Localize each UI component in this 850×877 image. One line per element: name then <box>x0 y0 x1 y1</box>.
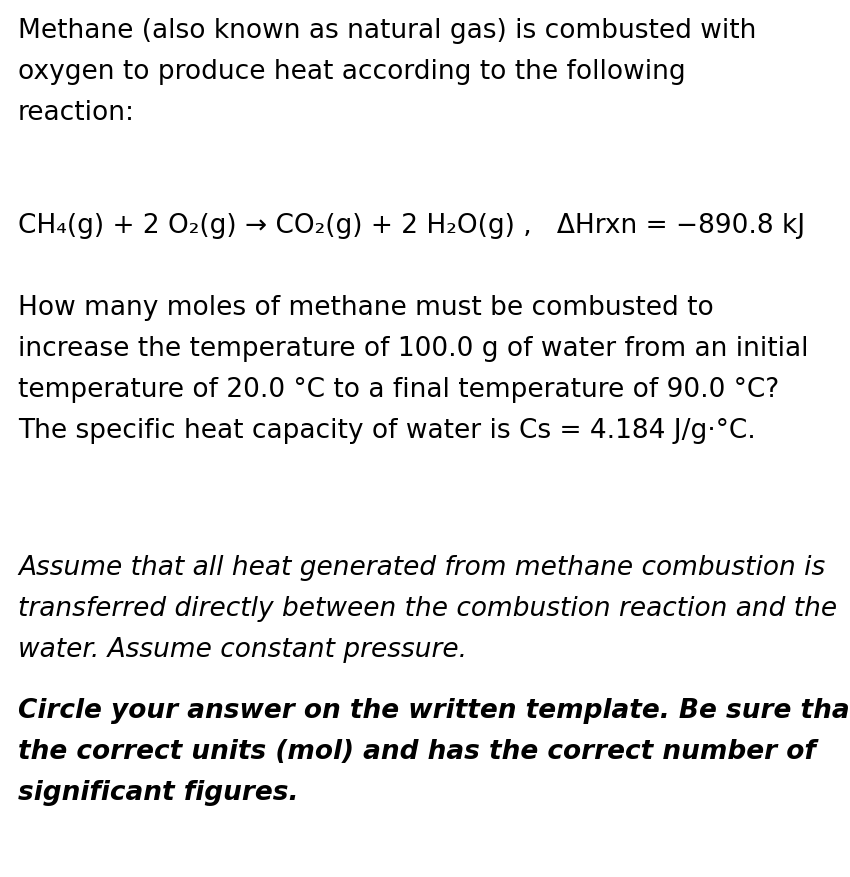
Text: Circle your answer on the written template. Be sure that it is in
the correct un: Circle your answer on the written templa… <box>18 697 850 805</box>
Text: Methane (also known as natural gas) is combusted with
oxygen to produce heat acc: Methane (also known as natural gas) is c… <box>18 18 756 126</box>
Text: CH₄(g) + 2 O₂(g) → CO₂(g) + 2 H₂O(g) ,   ΔHrxn = −890.8 kJ: CH₄(g) + 2 O₂(g) → CO₂(g) + 2 H₂O(g) , Δ… <box>18 213 805 239</box>
Text: Assume that all heat generated from methane combustion is
transferred directly b: Assume that all heat generated from meth… <box>18 554 837 662</box>
Text: How many moles of methane must be combusted to
increase the temperature of 100.0: How many moles of methane must be combus… <box>18 295 808 444</box>
